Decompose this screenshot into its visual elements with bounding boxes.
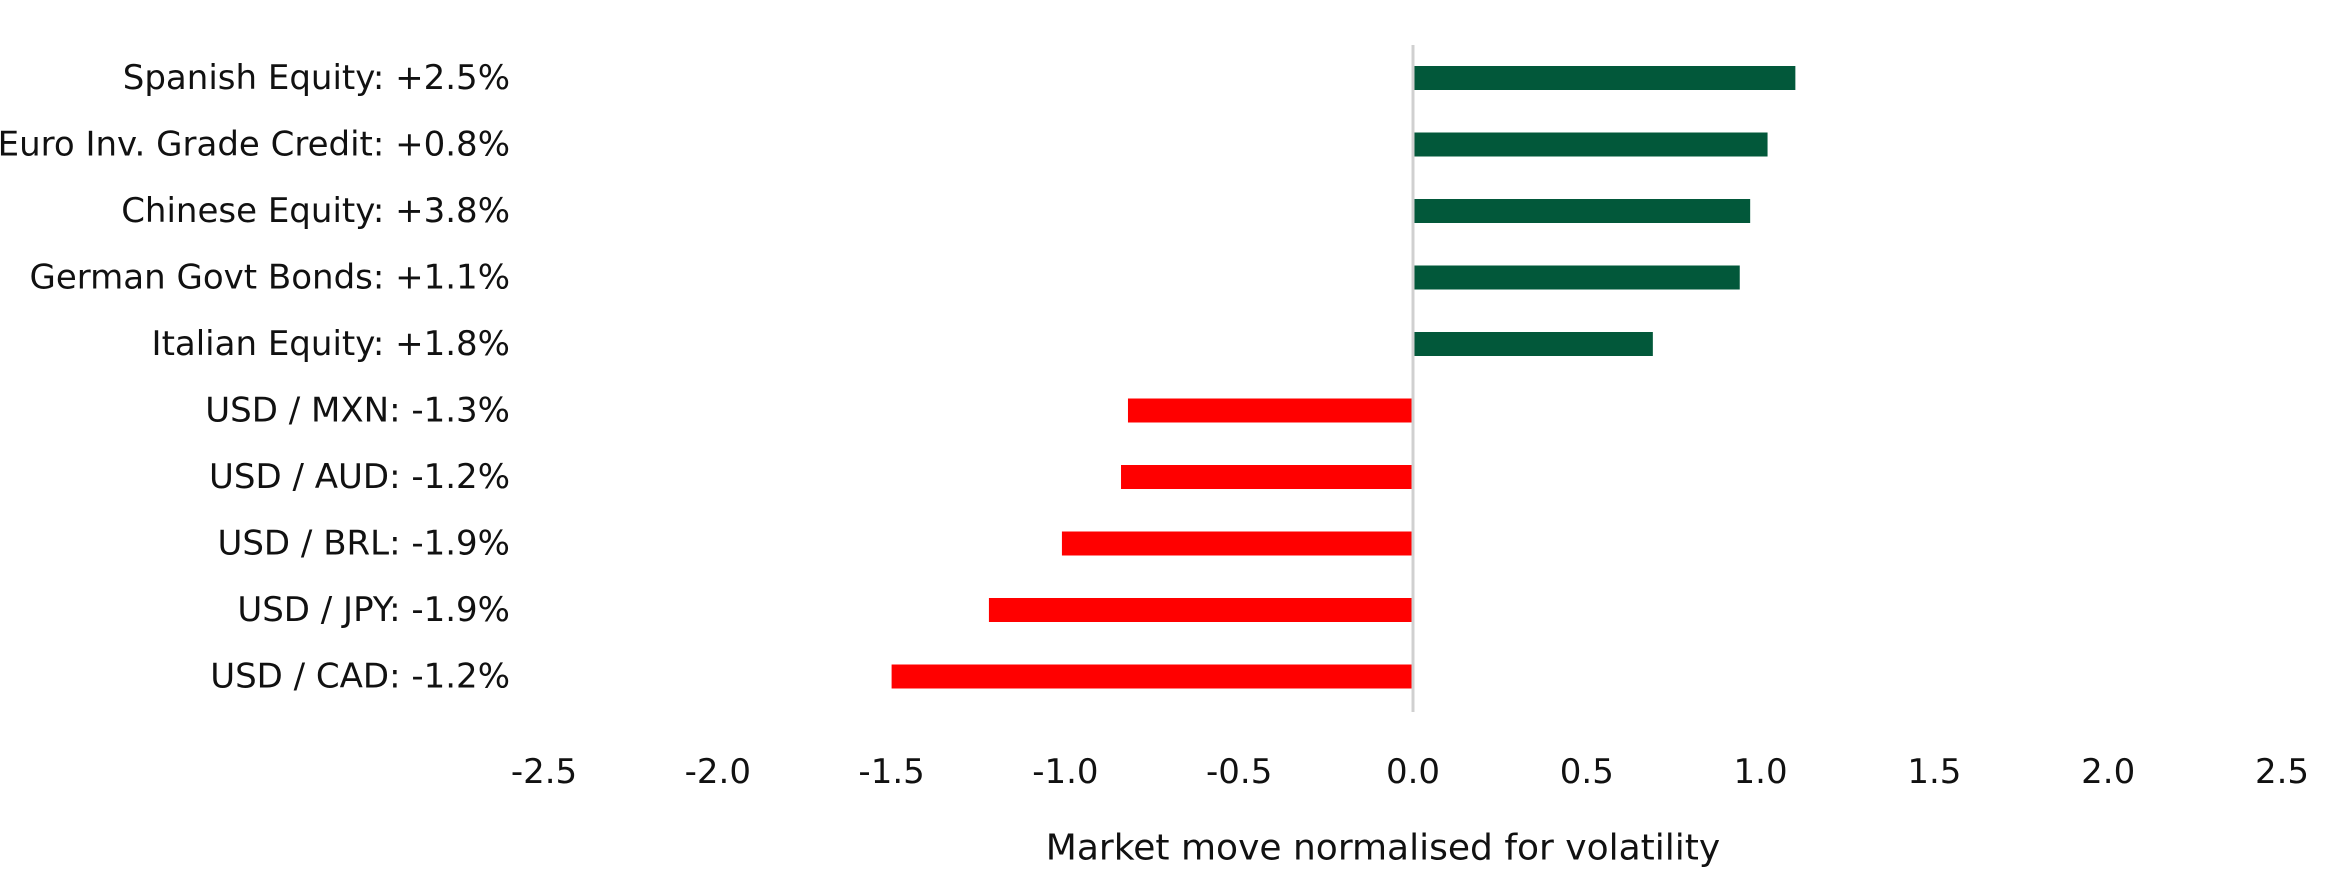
x-tick-label-1: -2.0 (685, 752, 751, 792)
category-label-2: Chinese Equity: +3.8% (121, 191, 510, 231)
x-tick-label-8: 1.5 (1907, 752, 1961, 792)
bar-0 (1413, 66, 1796, 90)
x-tick-labels-group: -2.5 -2.0 -1.5 -1.0 -0.5 0.0 0.5 1.0 1.5 2.0 2.5 (511, 752, 2309, 792)
category-label-7: USD / BRL: -1.9% (217, 524, 510, 564)
bars-group (891, 66, 1796, 689)
x-tick-label-9: 2.0 (2081, 752, 2135, 792)
bar-1 (1413, 132, 1768, 157)
bar-6 (1121, 465, 1413, 489)
category-label-6: USD / AUD: -1.2% (209, 457, 510, 497)
category-label-4: Italian Equity: +1.8% (152, 324, 510, 364)
category-label-0: Spanish Equity: +2.5% (123, 58, 510, 98)
category-label-3: German Govt Bonds: +1.1% (30, 258, 510, 298)
x-tick-label-7: 1.0 (1734, 752, 1788, 792)
bar-2 (1413, 199, 1751, 223)
bar-8 (988, 598, 1413, 622)
category-label-8: USD / JPY: -1.9% (237, 590, 510, 630)
x-tick-label-10: 2.5 (2255, 752, 2309, 792)
bar-9 (891, 664, 1413, 689)
category-label-1: Euro Inv. Grade Credit: +0.8% (0, 125, 510, 165)
x-tick-label-5: 0.0 (1386, 752, 1440, 792)
bar-5 (1127, 398, 1413, 423)
bar-4 (1413, 332, 1653, 356)
category-label-9: USD / CAD: -1.2% (210, 657, 510, 697)
x-tick-label-4: -0.5 (1206, 752, 1272, 792)
category-label-5: USD / MXN: -1.3% (205, 391, 510, 431)
x-tick-label-6: 0.5 (1560, 752, 1614, 792)
x-tick-label-0: -2.5 (511, 752, 577, 792)
bar-7 (1061, 531, 1413, 556)
x-axis-title: Market move normalised for volatility (1046, 828, 1720, 869)
x-tick-label-2: -1.5 (858, 752, 924, 792)
bar-3 (1413, 265, 1740, 290)
category-labels-group: Spanish Equity: +2.5% Euro Inv. Grade Cre… (0, 58, 510, 697)
x-tick-label-3: -1.0 (1032, 752, 1098, 792)
